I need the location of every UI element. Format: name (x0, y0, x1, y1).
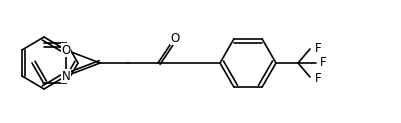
Text: F: F (314, 71, 321, 85)
Text: F: F (314, 41, 321, 54)
Text: F: F (319, 56, 326, 69)
Text: O: O (61, 44, 71, 56)
Text: N: N (61, 69, 70, 83)
Text: O: O (170, 31, 179, 45)
